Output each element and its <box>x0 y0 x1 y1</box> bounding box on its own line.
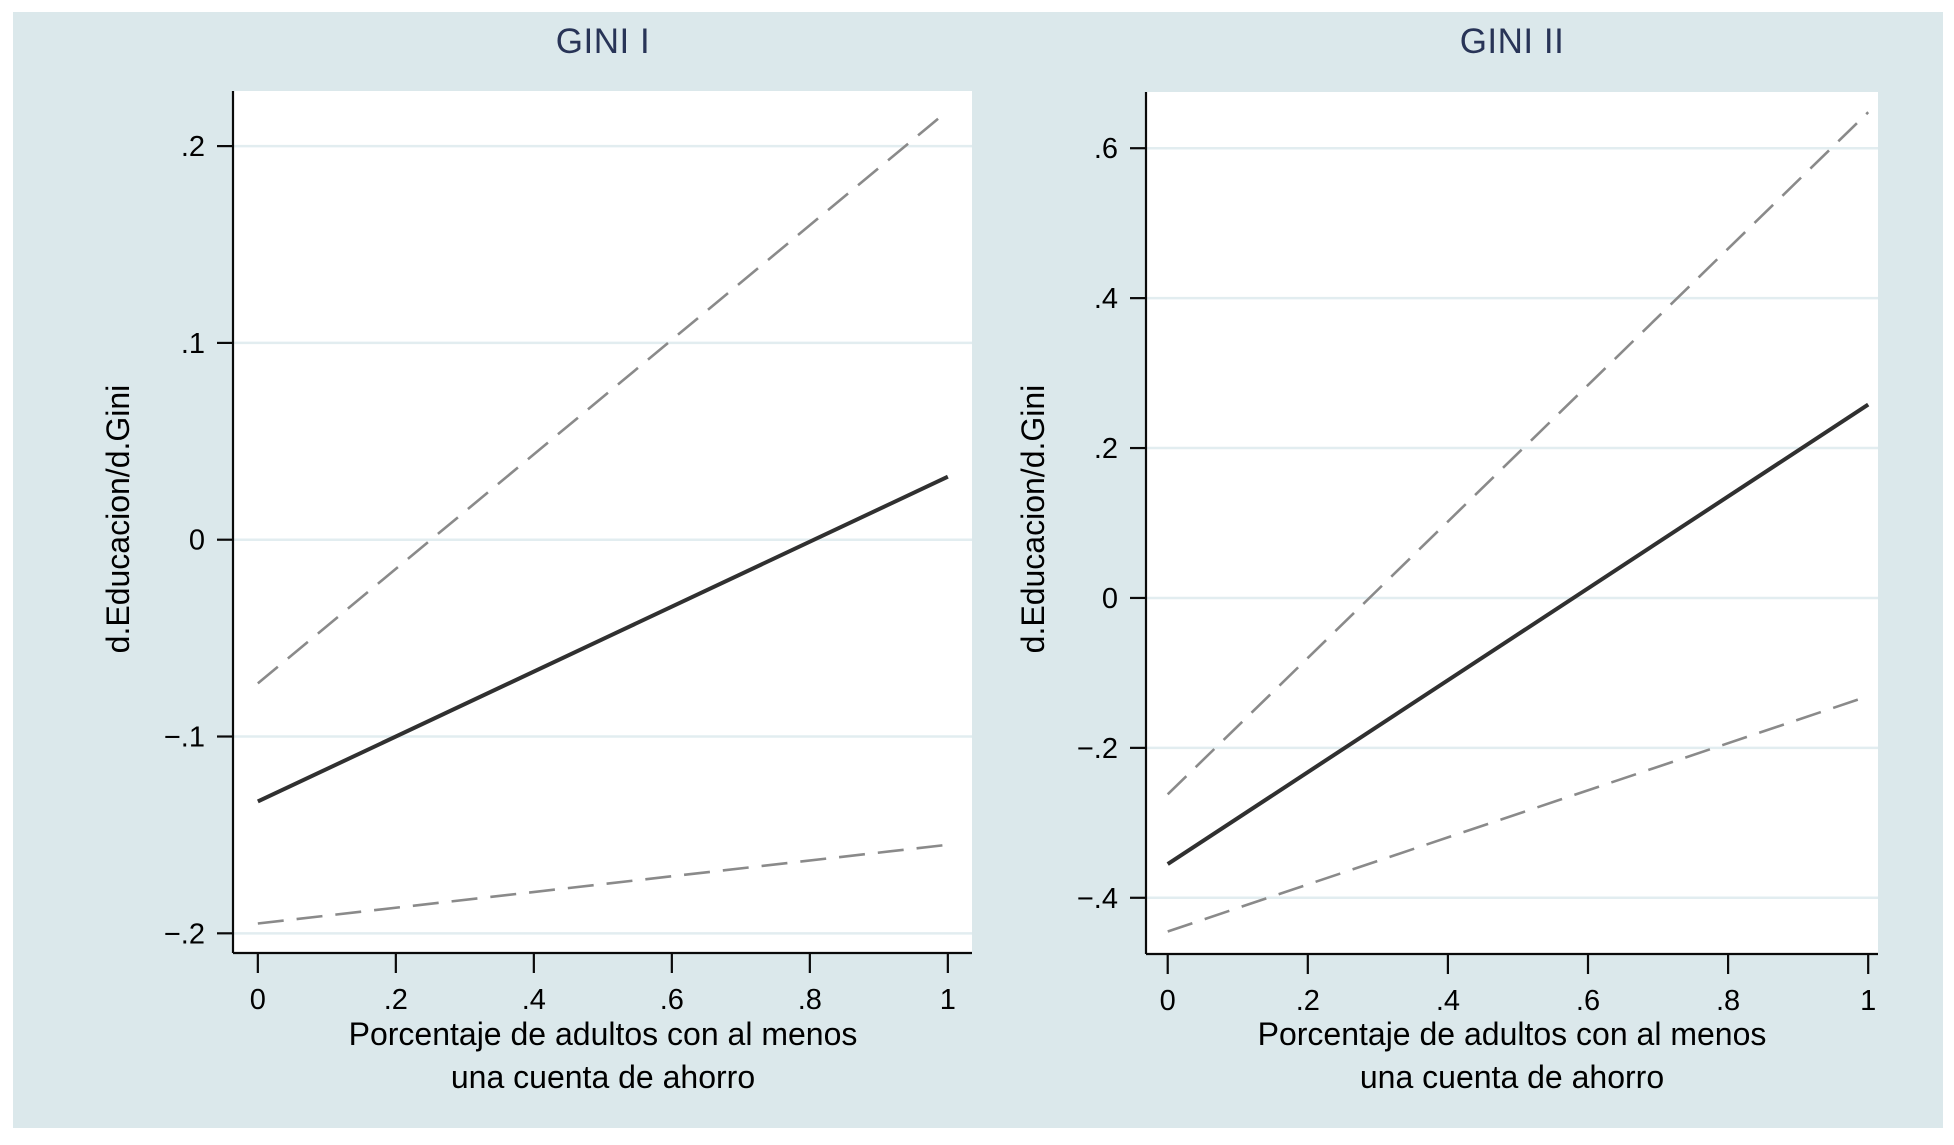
x-tick-label: 1 <box>940 984 956 1016</box>
y-tick-label: .2 <box>1094 433 1118 465</box>
y-tick-label: .1 <box>181 328 205 360</box>
y-axis-label-gini-1: d.Educacion/d.Gini <box>100 384 136 654</box>
panel-1: .2 .1 0 −.1 −.2 0 .2 .4 .6 .8 1 <box>164 91 972 1016</box>
x-axis-label-line1: Porcentaje de adultos con al menos <box>348 1016 858 1052</box>
x-tick-label: .6 <box>660 984 684 1016</box>
x-tick-label: .8 <box>798 984 822 1016</box>
line-upper-ci <box>257 109 949 685</box>
x-tick-label: .4 <box>522 984 546 1016</box>
x-axis-label-gini-2: Porcentaje de adultos con al menos una c… <box>1162 1013 1862 1099</box>
x-tick-label: 0 <box>1160 985 1176 1017</box>
plot-area <box>1146 92 1878 954</box>
line-upper-ci <box>1166 111 1870 796</box>
x-tick-label: 0 <box>250 984 266 1016</box>
panel-title-gini-2: GINI II <box>1459 22 1565 61</box>
x-axis-label-line2: una cuenta de ahorro <box>450 1059 756 1095</box>
panel-title-gini-1: GINI I <box>555 22 651 61</box>
x-tick-label: .2 <box>1296 985 1320 1017</box>
y-tick-label: −.2 <box>1077 733 1118 765</box>
x-tick-label: .2 <box>384 984 408 1016</box>
figure-canvas: .2 .1 0 −.1 −.2 0 .2 .4 .6 .8 1 .6 .4 .2 0 −.2 −.4 0 .2 .4.… <box>13 12 1943 1128</box>
panel-2: .6 .4 .2 0 −.2 −.4 0 .2 .4 .6 .8 1 <box>1077 92 1878 1017</box>
y-tick-label: 0 <box>189 525 205 557</box>
x-axis-label-line1: Porcentaje de adultos con al menos <box>1257 1016 1767 1052</box>
x-axis-label-line2: una cuenta de ahorro <box>1359 1059 1665 1095</box>
line-point-estimate <box>1166 402 1870 866</box>
chart-svg: .2 .1 0 −.1 −.2 0 .2 .4 .6 .8 1 .6 .4 .2 0 −.2 −.4 0 .2 .4.… <box>164 91 1878 1017</box>
x-axis-label-gini-1: Porcentaje de adultos con al menos una c… <box>253 1013 953 1099</box>
y-tick-label: .6 <box>1094 133 1118 165</box>
y-axis-label-gini-2: d.Educacion/d.Gini <box>1015 384 1051 654</box>
plot-area <box>233 91 972 953</box>
y-tick-label: −.2 <box>164 918 205 950</box>
y-tick-label: −.4 <box>1077 883 1118 915</box>
x-tick-label: .4 <box>1436 985 1460 1017</box>
y-tick-label: −.1 <box>164 722 205 754</box>
x-tick-label: .6 <box>1576 985 1600 1017</box>
x-tick-label: 1 <box>1860 985 1876 1017</box>
y-tick-label: .4 <box>1094 283 1118 315</box>
line-lower-ci <box>1167 694 1869 933</box>
line-point-estimate <box>256 474 949 804</box>
y-tick-label: .2 <box>181 131 205 163</box>
x-tick-label: .8 <box>1716 985 1740 1017</box>
y-tick-label: 0 <box>1102 583 1118 615</box>
